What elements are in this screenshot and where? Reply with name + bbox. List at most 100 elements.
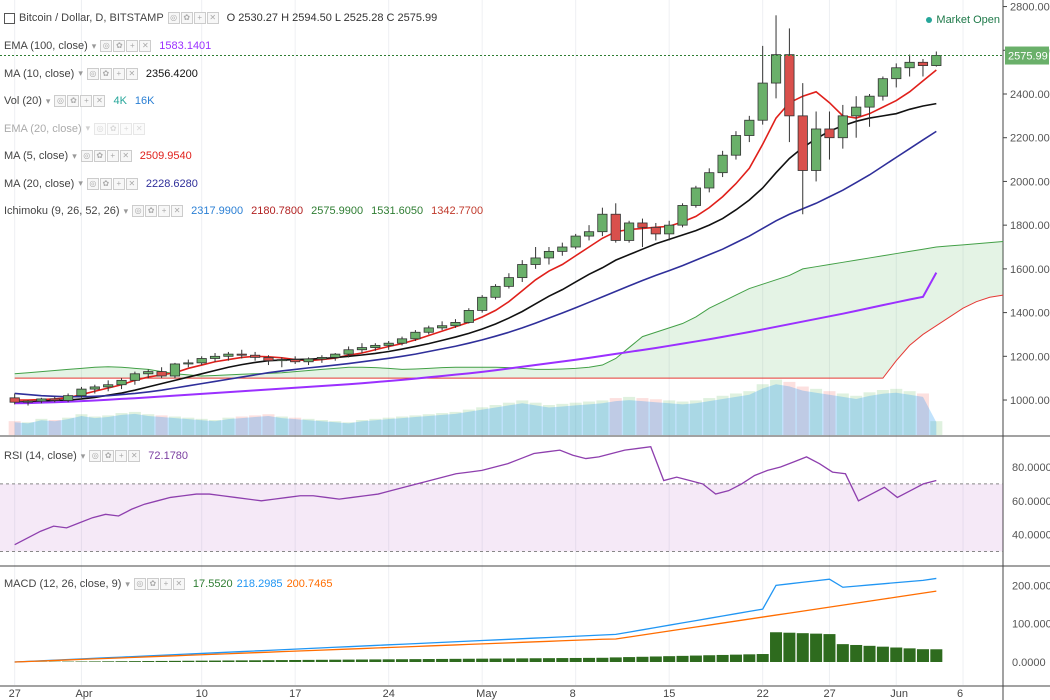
candle-body: [129, 373, 140, 381]
macd-histogram-bar: [88, 661, 101, 662]
volume-bar: [770, 379, 783, 435]
volume-bar: [676, 401, 689, 435]
indicator-value: 1531.6050: [371, 205, 424, 217]
candle-body: [757, 82, 768, 121]
volume-bar: [396, 416, 409, 435]
volume-bar: [502, 402, 515, 435]
candle-body: [864, 95, 875, 108]
macd-histogram-bar: [222, 660, 235, 662]
volume-bar: [329, 421, 342, 435]
volume-bar: [876, 390, 889, 435]
time-tick-label: May: [476, 688, 497, 700]
indicator-controls[interactable]: ◎ ✿ + ✕: [80, 150, 132, 162]
rsi-controls[interactable]: ◎ ✿ + ✕: [89, 450, 141, 462]
time-tick-label: 27: [9, 688, 21, 700]
macd-histogram-bar: [155, 660, 168, 662]
series-line: [14, 69, 937, 401]
signal-line: [14, 590, 937, 663]
macd-controls[interactable]: ◎ ✿ + ✕: [133, 578, 185, 590]
indicator-controls[interactable]: ◎ ✿ + ✕: [132, 205, 184, 217]
candle-body: [477, 296, 488, 311]
candle-body: [9, 397, 20, 403]
series-line: [14, 130, 937, 398]
indicator-controls[interactable]: ◎ ✿ + ✕: [100, 40, 152, 52]
price-tick-label: 1200.00: [1010, 351, 1050, 363]
candle-body: [290, 359, 301, 363]
macd-histogram-bar: [542, 658, 555, 662]
volume-bar: [195, 418, 208, 435]
volume-bar: [556, 403, 569, 435]
volume-bar: [249, 415, 262, 435]
candle-body: [169, 363, 181, 377]
macd-histogram-bar: [436, 658, 449, 662]
last-price-badge: [1005, 46, 1049, 65]
macd-histogram-bar: [743, 654, 756, 662]
candle-body: [49, 398, 60, 401]
indicator-name: EMA (100, close): [4, 40, 88, 52]
macd-histogram-bar: [890, 647, 903, 662]
indicator-controls[interactable]: ◎ ✿ + ✕: [86, 67, 138, 80]
candle-body: [410, 331, 421, 340]
macd-histogram-bar: [195, 660, 208, 662]
candle-body: [490, 285, 501, 298]
indicator-controls[interactable]: ◎ ✿ + ✕: [94, 122, 146, 135]
volume-bar: [168, 416, 181, 435]
candle-body: [383, 342, 394, 346]
candle-body: [917, 61, 929, 66]
ichimoku-cloud: [14, 241, 1004, 379]
candle-body: [116, 379, 127, 386]
collapse-icon[interactable]: [4, 12, 15, 24]
candle-body: [263, 356, 274, 362]
candle-body: [744, 119, 755, 136]
macd-histogram-bar: [689, 655, 702, 662]
candle-body: [356, 347, 368, 351]
time-tick-label: Jun: [890, 688, 908, 700]
candle-body: [330, 353, 341, 358]
volume-bar: [743, 391, 756, 435]
volume-bar: [22, 422, 35, 435]
volume-bar: [75, 414, 88, 435]
candle-body: [891, 67, 902, 80]
indicator-legend: Ichimoku (9, 26, 52, 26) ▾ ◎ ✿ + ✕ 2317.9900 21…: [4, 205, 484, 217]
candle-body: [664, 224, 675, 235]
volume-bar: [88, 416, 101, 435]
last-price-label: 2575.99: [1008, 51, 1048, 63]
macd-histogram-bar: [770, 632, 783, 662]
macd-histogram-bar: [396, 659, 409, 662]
macd-histogram-bar: [623, 657, 636, 662]
macd-histogram-bar: [836, 644, 849, 662]
volume-bar: [796, 386, 809, 435]
volume-bar: [8, 421, 21, 435]
indicator-name: MA (10, close): [4, 67, 75, 80]
macd-tick-label: 100.0000: [1012, 619, 1050, 631]
volume-bar: [115, 413, 128, 435]
candle-body: [316, 356, 327, 360]
candle-body: [557, 246, 568, 252]
macd-histogram-bar: [529, 658, 542, 662]
candle-body: [303, 358, 314, 363]
macd-histogram-bar: [663, 656, 676, 662]
indicator-controls[interactable]: ◎ ✿ + ✕: [54, 95, 106, 107]
candle-body: [877, 78, 888, 97]
macd-line: [14, 577, 937, 663]
indicator-controls[interactable]: ◎ ✿ + ✕: [86, 177, 138, 190]
volume-bar: [142, 414, 155, 435]
volume-bar: [890, 388, 903, 435]
indicator-value: 1583.1401: [159, 40, 212, 52]
macd-histogram-bar: [315, 659, 328, 662]
macd-histogram-bar: [516, 658, 529, 662]
volume-bar: [102, 415, 115, 435]
legend-controls[interactable]: ◎ ✿ + ✕: [167, 12, 219, 24]
price-tick-label: 1600.00: [1010, 264, 1050, 276]
candle-body: [423, 327, 434, 333]
macd-histogram-bar: [342, 659, 355, 662]
volume-bar: [716, 395, 729, 435]
indicator-legend: Vol (20) ▾ ◎ ✿ + ✕ 4K 16K: [4, 95, 155, 107]
indicator-value: 2180.7800: [251, 205, 304, 217]
macd-histogram-bar: [275, 660, 288, 662]
volume-bar: [916, 393, 929, 435]
indicator-legend: MA (5, close) ▾ ◎ ✿ + ✕ 2509.9540: [4, 150, 192, 162]
volume-bar: [663, 400, 676, 435]
candle-body: [784, 54, 795, 117]
